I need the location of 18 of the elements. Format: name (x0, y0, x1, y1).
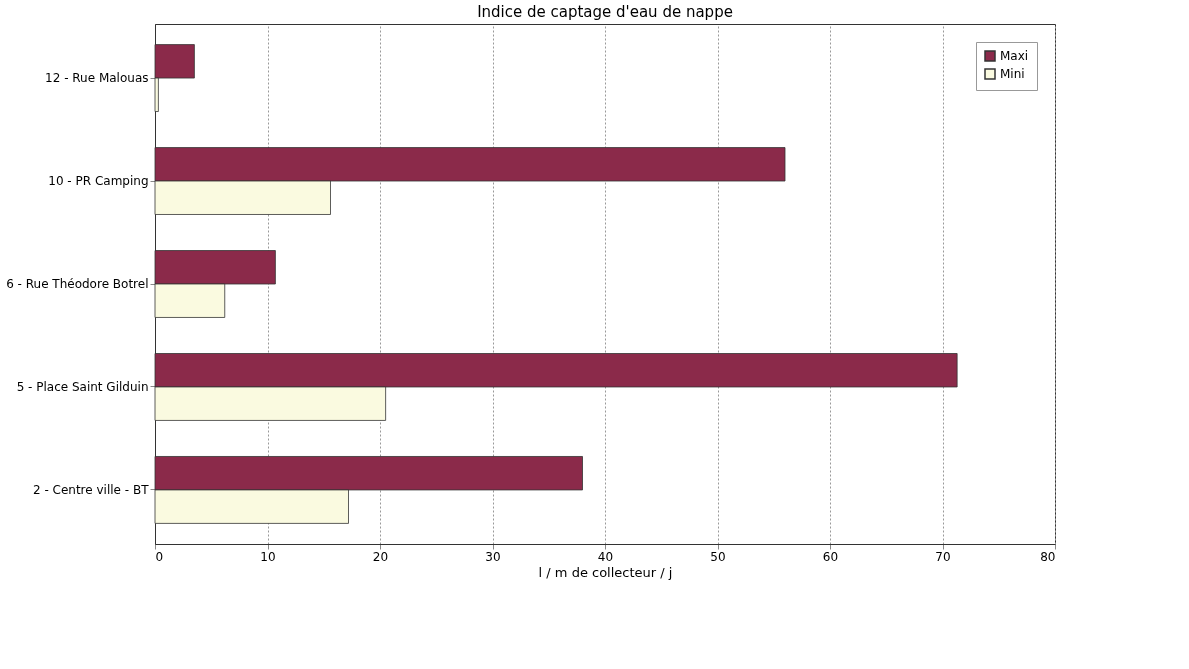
x-tick-label: 70 (935, 549, 951, 564)
chart-title: Indice de captage d'eau de nappe (477, 3, 733, 21)
legend-label: Mini (1000, 67, 1025, 81)
x-tick-label: 10 (260, 549, 276, 564)
x-tick-label: 40 (597, 549, 614, 564)
x-tick-label: 50 (710, 549, 726, 564)
x-tick-label: 0 (155, 549, 164, 564)
x-tick-label: 20 (372, 549, 389, 564)
x-tick-label: 30 (485, 549, 501, 564)
x-tick-label: 60 (822, 549, 839, 564)
y-tick-label: 5 - Place Saint Gilduin (16, 379, 149, 394)
y-tick-label: 12 - Rue Malouas (45, 71, 149, 86)
y-tick-label: 10 - PR Camping (48, 174, 149, 189)
y-tick-label: 6 - Rue Théodore Botrel (6, 277, 149, 291)
x-tick-label: 80 (1040, 549, 1056, 564)
x-axis-title: l / m de collecteur / j (538, 564, 673, 580)
y-tick-label: 2 - Centre ville - BT (32, 482, 150, 497)
legend-label: Maxi (1000, 49, 1029, 63)
